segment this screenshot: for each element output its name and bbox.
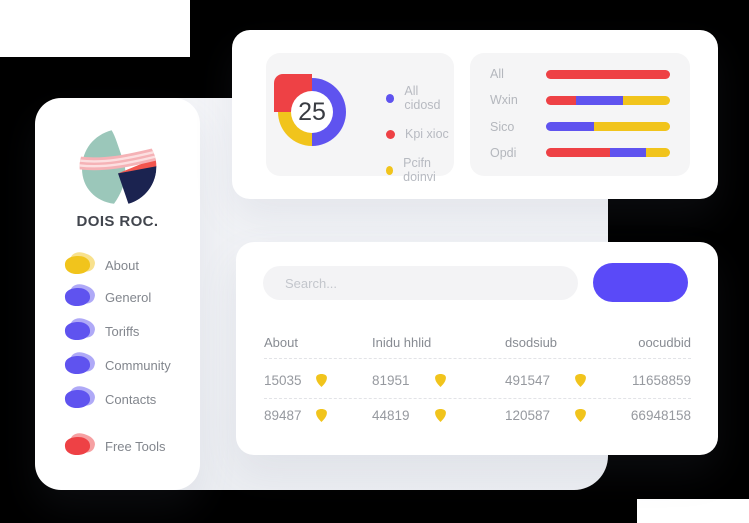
row-divider [264,398,691,399]
sidebar-item-free-tools[interactable]: Free Tools [64,430,166,457]
column-header: dsodsiub [505,334,558,350]
legend-label: Kpi xioc [405,127,449,141]
column-header: About [264,334,298,350]
bar-row-label: Sico [490,119,515,134]
stats-card: 25 All cidosd Kpi xioc Pcifn doinvi All … [232,30,718,199]
cell-value: 15035 [264,372,302,388]
legend-label: All cidosd [404,84,441,112]
brand-title: DOIS ROC. [76,213,159,230]
table-row: 89487 44819 120587 66948158 [264,405,691,425]
search-input[interactable] [263,266,578,300]
sidebar-item-label: Community [105,357,171,373]
sidebar-item-contacts[interactable]: Contacts [64,383,157,410]
cell-value: 89487 [264,407,302,423]
bar-track [546,122,670,132]
legend-label: Pcifn doinvi [403,156,436,184]
sidebar-item-label: Free Tools [105,438,166,454]
cell-value: 81951 [372,372,410,388]
bar-row: All [490,67,670,81]
table-card: About Inidu hhlid dsodsiub oocudbid 1503… [236,242,718,455]
menu-blob-icon [64,383,98,410]
brand-logo [79,128,156,206]
cell-value: 44819 [372,407,410,423]
cell-value: 491547 [505,372,551,388]
bar-row: Wxin [490,93,670,107]
cell-value: 120587 [505,407,551,423]
sidebar-item-label: About [105,257,139,273]
sidebar-item-label: Generol [105,289,152,305]
bar-track [546,148,670,158]
sidebar-item-about[interactable]: About [64,249,139,276]
sidebar-item-generol[interactable]: Generol [64,281,152,308]
donut-center-value: 25 [298,97,326,126]
donut-hole: 25 [291,91,333,133]
stacked-bar-chart: All Wxin Sico Opdi [470,53,690,176]
column-header: Inidu hhlid [372,334,432,350]
column-header: oocudbid [638,334,691,350]
bar-track [546,69,670,79]
logo-navy-wedge [117,166,156,204]
legend-dot [386,93,395,103]
table-header-row: About Inidu hhlid dsodsiub oocudbid [264,332,691,352]
menu-blob-icon [64,281,98,308]
legend-dot [386,129,395,139]
bar-row: Sico [490,120,670,134]
primary-button[interactable] [593,263,688,302]
legend-dot [386,165,394,175]
bar-row-label: All [490,67,504,81]
sidebar-item-toriffs[interactable]: Toriffs [64,315,140,342]
menu-blob-icon [64,249,98,276]
legend-item: Pcifn doinvi [386,156,454,184]
pick-icon [434,408,446,422]
menu-blob-icon [64,315,98,342]
sidebar-item-community[interactable]: Community [64,349,171,376]
sidebar-item-label: Toriffs [105,323,140,339]
menu-blob-icon [64,349,98,376]
stacked-bars-panel: All Wxin Sico Opdi [470,53,690,176]
row-divider [264,358,691,359]
pick-icon [575,373,586,387]
bar-row-label: Wxin [490,93,518,108]
cell-value: 66948158 [630,407,691,423]
table-row: 15035 81951 491547 11658859 [264,370,691,390]
pick-icon [315,373,327,387]
donut-chart: 25 [274,74,350,150]
bar-row: Opdi [490,146,670,160]
bar-track [546,95,670,105]
sidebar: DOIS ROC. About Generol Toriffs Communit… [35,98,200,490]
bar-row-label: Opdi [490,145,517,160]
sidebar-item-label: Contacts [105,391,157,407]
legend-item: All cidosd [386,84,454,112]
pick-icon [434,373,446,387]
menu-blob-icon [64,430,98,457]
pick-icon [575,408,586,422]
donut-legend: All cidosd Kpi xioc Pcifn doinvi [386,84,454,184]
decor-rect-bottom-right [637,499,749,523]
legend-item: Kpi xioc [386,127,454,141]
cell-value: 11658859 [631,372,691,388]
donut-chart-panel: 25 All cidosd Kpi xioc Pcifn doinvi [266,53,454,184]
decor-rect-top-left [0,0,190,57]
pick-icon [315,408,327,422]
